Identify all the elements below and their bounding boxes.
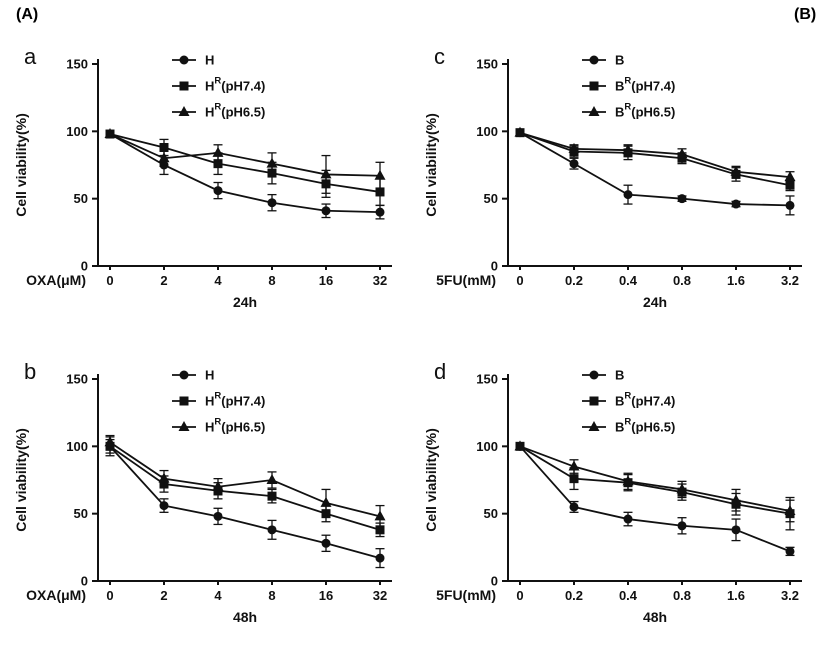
svg-text:5FU(mM): 5FU(mM): [436, 272, 496, 288]
svg-text:50: 50: [484, 506, 498, 521]
chart-b: b 0 50 100 150 0 2 4 8 16 32 OXA(μM) 48h Cell viabil…: [12, 343, 417, 648]
svg-text:50: 50: [74, 506, 88, 521]
legend: H HR(pH7.4) HR(pH6.5): [172, 53, 265, 120]
svg-text:H: H: [205, 368, 214, 383]
svg-text:8: 8: [268, 588, 275, 603]
series-BR(pH6.5): [514, 126, 796, 184]
series-BR(pH7.4): [515, 128, 795, 192]
chart-d: d 0 50 100 150 0 0.2 0.4 0.8 1.6 3.2 5FU(mM) 48h Cel…: [422, 343, 827, 648]
svg-text:0: 0: [516, 588, 523, 603]
series-HR(pH6.5): [104, 128, 386, 194]
svg-text:0.8: 0.8: [673, 588, 691, 603]
axes: 0 50 100 150 0 0.2 0.4 0.8 1.6 3.2 5FU(mM) 48h Cell …: [423, 372, 802, 625]
svg-text:32: 32: [373, 588, 387, 603]
svg-text:2: 2: [160, 588, 167, 603]
series-HR(pH7.4): [105, 129, 385, 207]
svg-text:0: 0: [491, 259, 498, 274]
svg-text:24h: 24h: [643, 294, 667, 310]
svg-text:0: 0: [81, 574, 88, 589]
chart-a-plot: 0 50 100 150 0 2 4 8 16 32 OXA(μM) 24h Cell viabilit…: [13, 53, 392, 310]
svg-text:0: 0: [491, 574, 498, 589]
svg-text:32: 32: [373, 273, 387, 288]
svg-text:48h: 48h: [233, 609, 257, 625]
svg-text:0: 0: [106, 588, 113, 603]
chart-c: c 0 50 100 150 0 0.2 0.4 0.8 1.6 3.2 5FU(mM) 24h Cel…: [422, 28, 827, 333]
axes: 0 50 100 150 0 2 4 8 16 32 OXA(μM) 24h Cell viabilit…: [13, 57, 392, 310]
svg-text:OXA(μM): OXA(μM): [26, 272, 86, 288]
svg-text:H: H: [205, 53, 214, 68]
svg-text:HR(pH6.5): HR(pH6.5): [205, 417, 265, 435]
svg-text:48h: 48h: [643, 609, 667, 625]
svg-text:0: 0: [106, 273, 113, 288]
chart-d-letter: d: [434, 359, 447, 384]
axes: 0 50 100 150 0 0.2 0.4 0.8 1.6 3.2 5FU(mM) 24h Cell …: [423, 57, 802, 310]
svg-text:150: 150: [476, 57, 498, 72]
chart-a: a 0 50 100 150 0 2 4 8 16 32 OXA(μM) 24h Cell viabil…: [12, 28, 417, 333]
chart-d-plot: 0 50 100 150 0 0.2 0.4 0.8 1.6 3.2 5FU(mM) 48h Cell …: [423, 368, 802, 625]
svg-text:150: 150: [66, 57, 88, 72]
series-B: [515, 441, 795, 557]
svg-text:2: 2: [160, 273, 167, 288]
svg-text:0.8: 0.8: [673, 273, 691, 288]
chart-a-letter: a: [24, 44, 37, 69]
panel-label-A: (A): [16, 6, 39, 23]
chart-c-letter: c: [434, 44, 445, 69]
svg-text:100: 100: [66, 439, 88, 454]
svg-text:150: 150: [476, 372, 498, 387]
svg-text:0: 0: [81, 259, 88, 274]
chart-b-letter: b: [24, 359, 37, 384]
svg-text:0.4: 0.4: [619, 588, 638, 603]
svg-text:150: 150: [66, 372, 88, 387]
svg-text:HR(pH6.5): HR(pH6.5): [205, 102, 265, 120]
svg-text:16: 16: [319, 588, 333, 603]
svg-text:16: 16: [319, 273, 333, 288]
series-BR(pH6.5): [514, 440, 796, 523]
svg-text:100: 100: [476, 124, 498, 139]
svg-text:Cell viability(%): Cell viability(%): [423, 113, 439, 216]
svg-text:B: B: [615, 53, 624, 68]
legend: B BR(pH7.4) BR(pH6.5): [582, 53, 675, 120]
svg-text:50: 50: [74, 191, 88, 206]
series-HR(pH6.5): [104, 434, 386, 528]
svg-text:BR(pH7.4): BR(pH7.4): [615, 391, 675, 409]
axes: 0 50 100 150 0 2 4 8 16 32 OXA(μM) 48h Cell viabilit…: [13, 372, 392, 625]
svg-text:3.2: 3.2: [781, 273, 799, 288]
svg-text:0.2: 0.2: [565, 588, 583, 603]
svg-text:0.4: 0.4: [619, 273, 638, 288]
svg-text:24h: 24h: [233, 294, 257, 310]
svg-text:0: 0: [516, 273, 523, 288]
svg-text:0.2: 0.2: [565, 273, 583, 288]
svg-text:Cell viability(%): Cell viability(%): [13, 113, 29, 216]
svg-text:1.6: 1.6: [727, 588, 745, 603]
svg-text:BR(pH6.5): BR(pH6.5): [615, 417, 675, 435]
svg-text:Cell viability(%): Cell viability(%): [13, 428, 29, 531]
chart-c-plot: 0 50 100 150 0 0.2 0.4 0.8 1.6 3.2 5FU(mM) 24h Cell …: [423, 53, 802, 310]
svg-text:HR(pH7.4): HR(pH7.4): [205, 391, 265, 409]
series-B: [515, 128, 795, 216]
svg-text:B: B: [615, 368, 624, 383]
svg-text:Cell viability(%): Cell viability(%): [423, 428, 439, 531]
svg-text:BR(pH7.4): BR(pH7.4): [615, 76, 675, 94]
svg-text:3.2: 3.2: [781, 588, 799, 603]
svg-text:BR(pH6.5): BR(pH6.5): [615, 102, 675, 120]
chart-b-plot: 0 50 100 150 0 2 4 8 16 32 OXA(μM) 48h Cell viabilit…: [13, 368, 392, 625]
svg-text:4: 4: [214, 588, 222, 603]
svg-text:100: 100: [66, 124, 88, 139]
panel-label-B: (B): [794, 6, 817, 23]
legend: B BR(pH7.4) BR(pH6.5): [582, 368, 675, 435]
svg-text:5FU(mM): 5FU(mM): [436, 587, 496, 603]
svg-text:1.6: 1.6: [727, 273, 745, 288]
series-H: [105, 436, 385, 569]
svg-text:OXA(μM): OXA(μM): [26, 587, 86, 603]
svg-text:4: 4: [214, 273, 222, 288]
svg-text:HR(pH7.4): HR(pH7.4): [205, 76, 265, 94]
legend: H HR(pH7.4) HR(pH6.5): [172, 368, 265, 435]
svg-text:100: 100: [476, 439, 498, 454]
svg-text:8: 8: [268, 273, 275, 288]
svg-text:50: 50: [484, 191, 498, 206]
